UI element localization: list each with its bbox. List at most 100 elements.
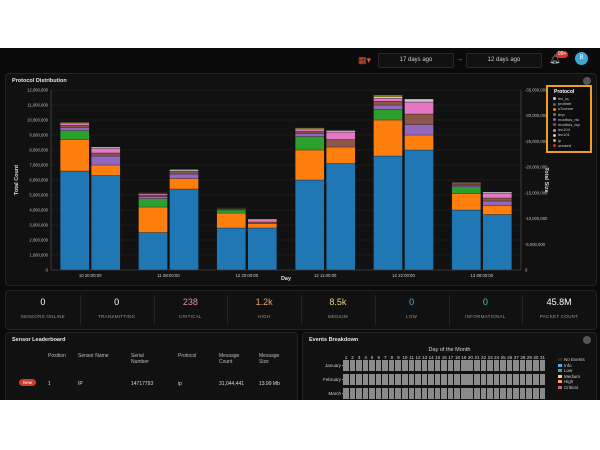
heatmap-cell[interactable]	[343, 388, 349, 399]
heatmap-cell[interactable]	[388, 360, 395, 371]
heatmap-cell[interactable]	[447, 360, 454, 371]
heatmap-cell[interactable]	[428, 360, 434, 371]
legend-item[interactable]: profinet	[553, 101, 571, 107]
heatmap-cell[interactable]	[375, 374, 382, 385]
heatmap-cell[interactable]	[447, 388, 454, 399]
heatmap-cell[interactable]	[349, 374, 356, 385]
events-minimize-button[interactable]	[583, 336, 591, 344]
heatmap-cell[interactable]	[356, 374, 362, 385]
heatmap-cell[interactable]	[428, 374, 434, 385]
heatmap-cell[interactable]	[388, 374, 395, 385]
col-position[interactable]: Position	[48, 353, 66, 359]
heatmap-cell[interactable]	[526, 374, 533, 385]
col-protocol[interactable]: Protocol	[178, 353, 197, 359]
heatmap-cell[interactable]	[434, 388, 441, 399]
heatmap-cell[interactable]	[480, 360, 487, 371]
heatmap-cell[interactable]	[506, 360, 513, 371]
heatmap-cell[interactable]	[474, 388, 480, 399]
heatmap-cell[interactable]	[408, 360, 415, 371]
row-sensor-name[interactable]: IP	[78, 381, 83, 387]
heatmap-cell[interactable]	[474, 360, 480, 371]
heatmap-cell[interactable]	[415, 388, 421, 399]
heatmap-cell[interactable]	[467, 374, 474, 385]
legend-item[interactable]: iec_iq	[553, 96, 568, 102]
heatmap-cell[interactable]	[382, 360, 388, 371]
heatmap-cell[interactable]	[493, 374, 500, 385]
heatmap-cell[interactable]	[362, 374, 369, 385]
heatmap-cell[interactable]	[401, 374, 408, 385]
avatar[interactable]: B	[575, 52, 588, 65]
heatmap-cell[interactable]	[375, 388, 382, 399]
heatmap-cell[interactable]	[480, 374, 487, 385]
legend-item[interactable]: modbus_rtu	[553, 117, 579, 123]
heatmap-cell[interactable]	[460, 388, 467, 399]
heatmap-cell[interactable]	[382, 388, 388, 399]
heatmap-cell[interactable]	[421, 388, 428, 399]
heatmap-cell[interactable]	[532, 360, 539, 371]
heatmap-cell[interactable]	[513, 374, 519, 385]
col-sensor-name[interactable]: Sensor Name	[78, 353, 109, 359]
minimize-button[interactable]	[583, 77, 591, 85]
heatmap-cell[interactable]	[539, 388, 546, 399]
heatmap-cell[interactable]	[401, 360, 408, 371]
heatmap-cell[interactable]	[421, 374, 428, 385]
heatmap-cell[interactable]	[395, 374, 402, 385]
heatmap-cell[interactable]	[369, 360, 375, 371]
heatmap-cell[interactable]	[369, 388, 375, 399]
heatmap-cell[interactable]	[434, 374, 441, 385]
col-message-size[interactable]: Message Size	[259, 353, 280, 365]
heatmap-cell[interactable]	[428, 388, 434, 399]
heatmap-cell[interactable]	[513, 360, 519, 371]
heatmap-cell[interactable]	[487, 388, 493, 399]
legend-item[interactable]: modbus_tcp	[553, 122, 580, 128]
heatmap-cell[interactable]	[493, 388, 500, 399]
heatmap-cell[interactable]	[467, 388, 474, 399]
heatmap-cell[interactable]	[474, 374, 480, 385]
heatmap-cell[interactable]	[506, 388, 513, 399]
heatmap-cell[interactable]	[447, 374, 454, 385]
start-date-field[interactable]: 17 days ago	[378, 53, 454, 68]
heatmap-cell[interactable]	[349, 360, 356, 371]
heatmap-cell[interactable]	[526, 388, 533, 399]
heatmap-cell[interactable]	[454, 388, 460, 399]
heatmap-cell[interactable]	[362, 360, 369, 371]
heatmap-cell[interactable]	[513, 388, 519, 399]
col-message-count[interactable]: Message Count	[219, 353, 240, 365]
heatmap-cell[interactable]	[539, 360, 546, 371]
col-serial-number[interactable]: Serial Number	[131, 353, 149, 365]
heatmap-cell[interactable]	[395, 388, 402, 399]
legend-item[interactable]: ip	[553, 138, 561, 144]
heatmap-cell[interactable]	[441, 388, 447, 399]
heatmap-cell[interactable]	[421, 360, 428, 371]
calendar-icon[interactable]: ▦▾	[358, 55, 372, 65]
legend-item[interactable]: unused	[553, 143, 571, 149]
heatmap-cell[interactable]	[500, 374, 506, 385]
heatmap-cell[interactable]	[441, 374, 447, 385]
heatmap-cell[interactable]	[454, 374, 460, 385]
heatmap-cell[interactable]	[487, 360, 493, 371]
heatmap-cell[interactable]	[408, 388, 415, 399]
heatmap-cell[interactable]	[519, 388, 526, 399]
bell-icon[interactable]: 🔔︎	[549, 54, 561, 64]
legend-item[interactable]: dnp	[553, 112, 565, 118]
heatmap-cell[interactable]	[362, 388, 369, 399]
heatmap-cell[interactable]	[401, 388, 408, 399]
heatmap-cell[interactable]	[395, 360, 402, 371]
heatmap-cell[interactable]	[532, 388, 539, 399]
heatmap-cell[interactable]	[349, 388, 356, 399]
heatmap-cell[interactable]	[434, 360, 441, 371]
heatmap-cell[interactable]	[500, 360, 506, 371]
heatmap-cell[interactable]	[532, 374, 539, 385]
heatmap-cell[interactable]	[356, 388, 362, 399]
heatmap-cell[interactable]	[454, 360, 460, 371]
heatmap-cell[interactable]	[356, 360, 362, 371]
heatmap-cell[interactable]	[460, 374, 467, 385]
legend-item[interactable]: iec101	[553, 132, 570, 138]
legend-item[interactable]: s7comm	[553, 106, 573, 112]
heatmap-cell[interactable]	[480, 388, 487, 399]
end-date-field[interactable]: 12 days ago	[466, 53, 542, 68]
heatmap-cell[interactable]	[375, 360, 382, 371]
legend-item[interactable]: iec104	[553, 127, 570, 133]
heatmap-cell[interactable]	[369, 374, 375, 385]
heatmap-cell[interactable]	[467, 360, 474, 371]
